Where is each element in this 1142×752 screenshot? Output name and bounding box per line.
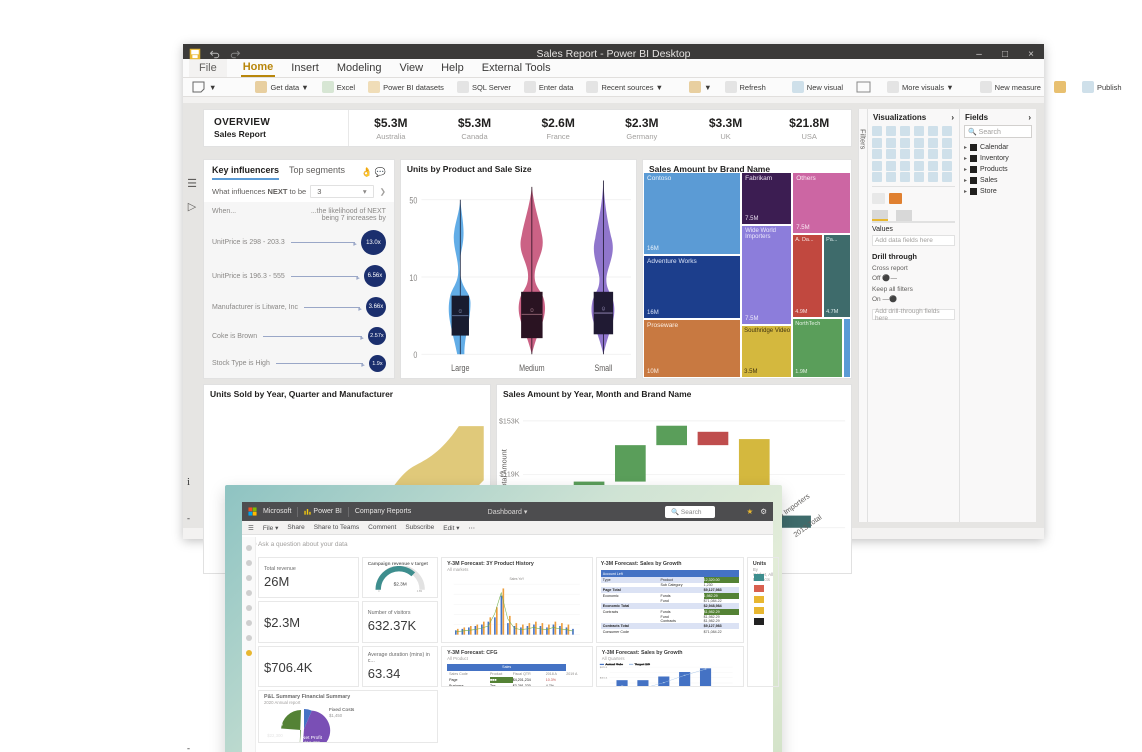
svg-text:Medium: Medium (519, 363, 545, 373)
svg-text:$1,450: $1,450 (329, 713, 343, 718)
svg-text:10: 10 (409, 273, 417, 283)
svg-text:$151: $151 (600, 676, 608, 679)
svg-text:$2.3M: $2.3M (393, 582, 406, 588)
svg-text:$12,700: $12,700 (304, 740, 320, 743)
svg-text:☺: ☺ (529, 307, 534, 314)
svg-text:Costs: Costs (269, 727, 281, 732)
svg-text:Target 2/3: Target 2/3 (634, 663, 650, 666)
svg-text:4.5M: 4.5M (417, 590, 422, 593)
svg-text:Actual Sale: Actual Sale (605, 663, 623, 666)
svg-text:Large: Large (451, 363, 470, 373)
svg-text:$119K: $119K (499, 471, 519, 479)
svg-text:Sales YoY: Sales YoY (510, 577, 525, 581)
svg-text:50: 50 (409, 196, 417, 206)
svg-text:$251: $251 (600, 665, 608, 668)
svg-text:$22,300: $22,300 (267, 733, 283, 738)
svg-text:☺: ☺ (601, 306, 606, 313)
svg-text:Small: Small (594, 363, 612, 373)
svg-text:☺: ☺ (458, 309, 463, 316)
svg-text:0: 0 (413, 350, 417, 360)
svg-text:$153K: $153K (499, 417, 520, 425)
svg-text:0: 0 (378, 590, 380, 593)
